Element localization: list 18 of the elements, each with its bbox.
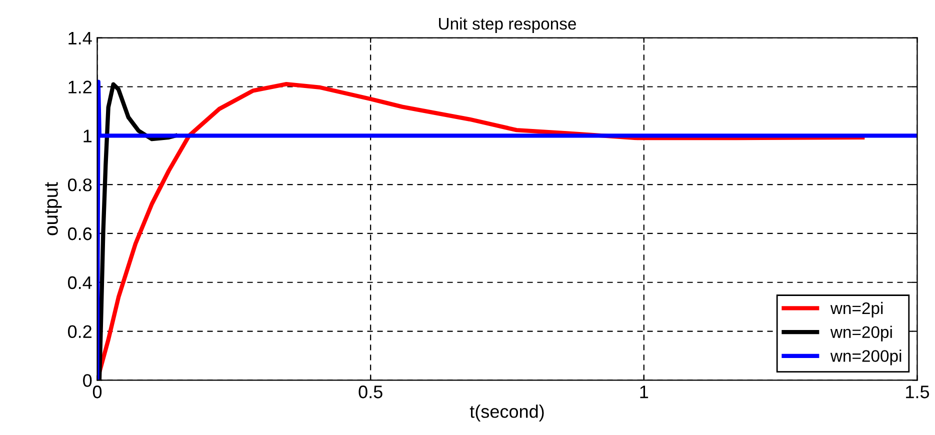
legend-label: wn=200pi <box>830 350 902 366</box>
y-tick-label: 0.8 <box>68 178 92 192</box>
y-tick-label: 1 <box>84 130 92 142</box>
x-axis-title: t(second) <box>470 404 544 422</box>
y-tick-label: 0 <box>83 374 92 387</box>
x-tick-label: 0 <box>92 386 102 398</box>
legend-label: wn=2pi <box>830 302 883 318</box>
y-tick-label: 0.6 <box>68 227 92 240</box>
y-tick-label: 0.4 <box>68 276 92 290</box>
y-axis-title: output <box>45 182 62 236</box>
chart-title: Unit step response <box>439 17 576 33</box>
x-tick-label: 1.5 <box>906 386 930 398</box>
y-tick-label: 1.4 <box>68 32 92 44</box>
y-tick-label: 1.2 <box>68 80 92 94</box>
y-tick-label: 0.2 <box>68 325 92 338</box>
legend-label: wn=20pi <box>830 326 892 342</box>
x-tick-label: 1 <box>640 386 648 398</box>
x-tick-label: 0.5 <box>358 386 382 398</box>
